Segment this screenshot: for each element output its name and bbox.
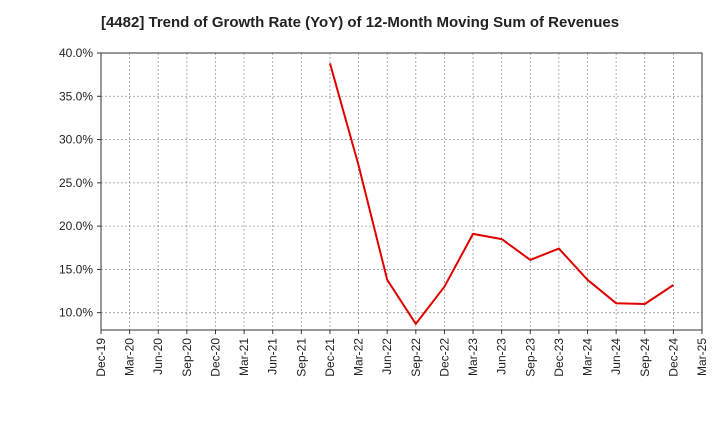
x-tick-label: Mar-22: [352, 338, 366, 376]
series-line: [329, 63, 674, 325]
x-tick-label: Dec-19: [94, 338, 108, 377]
x-tick-label: Dec-22: [437, 338, 451, 377]
y-tick-label: 35.0%: [59, 89, 93, 103]
x-tick-label: Dec-21: [323, 338, 337, 377]
x-tick-label: Dec-24: [666, 338, 680, 377]
plot-frame: [100, 52, 703, 331]
x-tick-label: Mar-20: [123, 338, 137, 376]
y-tick-label: 10.0%: [59, 306, 93, 320]
x-tick-label: Jun-24: [609, 338, 623, 375]
y-tick-label: 20.0%: [59, 219, 93, 233]
x-tick-label: Dec-20: [208, 338, 222, 377]
x-tick-label: Mar-24: [581, 338, 595, 376]
x-tick-label: Mar-25: [695, 338, 709, 376]
chart-title: [4482] Trend of Growth Rate (YoY) of 12-…: [100, 14, 620, 31]
y-tick-label: 40.0%: [59, 46, 93, 60]
x-tick-label: Mar-21: [237, 338, 251, 376]
x-tick-label: Sep-23: [523, 338, 537, 377]
x-tick-label: Sep-22: [409, 338, 423, 377]
x-tick-label: Jun-21: [266, 338, 280, 375]
y-tick-label: 15.0%: [59, 262, 93, 276]
x-tick-label: Sep-20: [180, 338, 194, 377]
x-tick-label: Dec-23: [552, 338, 566, 377]
x-tick-label: Mar-23: [466, 338, 480, 376]
x-tick-label: Jun-20: [151, 338, 165, 375]
x-tick-label: Sep-24: [638, 338, 652, 377]
y-tick-label: 30.0%: [59, 133, 93, 147]
x-tick-label: Jun-23: [495, 338, 509, 375]
y-tick-label: 25.0%: [59, 176, 93, 190]
x-tick-label: Sep-21: [294, 338, 308, 377]
x-tick-label: Jun-22: [380, 338, 394, 375]
plot-area: [101, 53, 702, 330]
